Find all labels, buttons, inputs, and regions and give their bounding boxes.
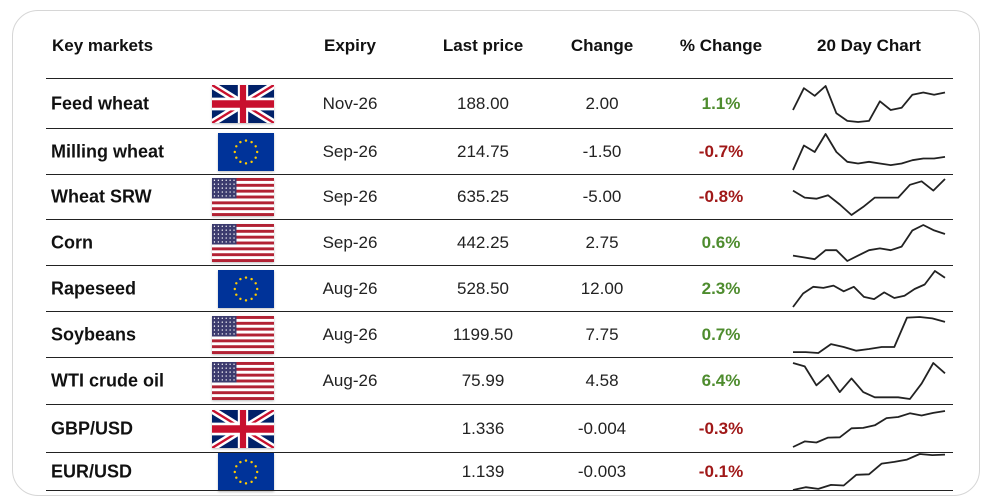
last-price-value: 1.336 bbox=[461, 418, 505, 438]
change-value: 2.00 bbox=[585, 93, 619, 113]
last-price-value: 1.139 bbox=[461, 461, 505, 481]
table-row: Wheat SRW Sep-26 635.25 -5.00 -0.8% bbox=[46, 175, 953, 219]
row-divider bbox=[46, 219, 953, 220]
market-name: Soybeans bbox=[51, 324, 137, 344]
last-price-value: 442.25 bbox=[457, 232, 509, 252]
sparkline-chart bbox=[792, 267, 946, 311]
pct-change-value: 1.1% bbox=[701, 93, 741, 113]
sparkline-chart bbox=[792, 359, 946, 403]
expiry-value: Aug-26 bbox=[322, 278, 378, 298]
sparkline-chart bbox=[792, 175, 946, 219]
market-name: Milling wheat bbox=[51, 141, 165, 161]
expiry-value: Aug-26 bbox=[322, 324, 378, 344]
row-divider bbox=[46, 174, 953, 175]
table-row: Soybeans Aug-26 1199.50 7.75 0.7% bbox=[46, 312, 953, 357]
pct-change-value: 0.6% bbox=[701, 232, 741, 252]
us-flag-icon bbox=[212, 315, 274, 354]
change-value: -1.50 bbox=[582, 141, 622, 161]
change-value: 4.58 bbox=[585, 371, 619, 390]
sparkline-series bbox=[792, 409, 946, 448]
table-row: Rapeseed Aug-26 528.50 12.00 2.3% bbox=[46, 266, 953, 311]
pct-change-value: -0.8% bbox=[698, 187, 744, 206]
table-row: Milling wheat Sep-26 214.75 -1.50 -0.7% bbox=[46, 129, 953, 174]
last-price-value: 214.75 bbox=[457, 141, 509, 161]
market-name: Feed wheat bbox=[51, 93, 150, 113]
header-change: Change bbox=[570, 36, 634, 55]
pct-change-value: 2.3% bbox=[701, 278, 741, 298]
header-last-price: Last price bbox=[442, 36, 524, 55]
sparkline-series bbox=[792, 223, 946, 262]
change-value: 2.75 bbox=[585, 232, 619, 252]
pct-change-value: 6.4% bbox=[701, 371, 741, 390]
sparkline-series bbox=[792, 362, 946, 400]
row-divider bbox=[46, 311, 953, 312]
sparkline-chart bbox=[792, 407, 946, 451]
change-value: 12.00 bbox=[580, 278, 624, 298]
change-value: -0.004 bbox=[577, 418, 627, 438]
pct-change-value: -0.7% bbox=[698, 141, 744, 161]
row-divider bbox=[46, 404, 953, 405]
sparkline-chart bbox=[793, 313, 946, 357]
table-row: Feed wheat Nov-26 188.00 2.00 1.1% bbox=[46, 79, 953, 128]
expiry-value: Sep-26 bbox=[322, 232, 378, 252]
sparkline-series bbox=[792, 452, 946, 491]
sparkline-chart bbox=[792, 221, 946, 265]
pct-change-value: -0.3% bbox=[698, 418, 744, 438]
change-value: -5.00 bbox=[582, 187, 622, 206]
sparkline-chart bbox=[792, 130, 946, 174]
row-divider bbox=[46, 490, 953, 491]
expiry-value: Sep-26 bbox=[322, 141, 378, 161]
eu-flag-icon bbox=[218, 269, 274, 308]
sparkline-series bbox=[792, 84, 946, 123]
table-row: GBP/USD 1.336 -0.004 -0.3% bbox=[46, 405, 953, 452]
last-price-value: 188.00 bbox=[457, 93, 509, 113]
row-divider bbox=[46, 452, 953, 453]
last-price-value: 75.99 bbox=[461, 371, 505, 390]
change-value: 7.75 bbox=[585, 324, 619, 344]
table-row: WTI crude oil Aug-26 75.99 4.58 6.4% bbox=[46, 358, 953, 404]
eu-flag-icon bbox=[218, 452, 274, 491]
row-divider bbox=[46, 265, 953, 266]
sparkline-series bbox=[793, 315, 946, 354]
table-row: Corn Sep-26 442.25 2.75 0.6% bbox=[46, 220, 953, 265]
uk-flag-icon bbox=[212, 409, 274, 448]
expiry-value: Nov-26 bbox=[322, 93, 378, 113]
uk-flag-icon bbox=[212, 84, 274, 123]
market-name: Wheat SRW bbox=[51, 186, 152, 207]
table-row: EUR/USD 1.139 -0.003 -0.1% bbox=[46, 452, 953, 491]
pct-change-value: -0.1% bbox=[698, 461, 744, 481]
sparkline-chart bbox=[792, 82, 946, 126]
market-name: GBP/USD bbox=[51, 418, 134, 438]
expiry-value: Aug-26 bbox=[322, 371, 378, 390]
header-divider bbox=[46, 78, 953, 79]
market-name: WTI crude oil bbox=[51, 370, 165, 391]
last-price-value: 635.25 bbox=[457, 187, 509, 206]
header-key-markets: Key markets bbox=[52, 36, 154, 55]
last-price-value: 528.50 bbox=[457, 278, 509, 298]
last-price-value: 1199.50 bbox=[452, 324, 514, 344]
sparkline-series bbox=[792, 132, 946, 170]
header-expiry: Expiry bbox=[324, 36, 376, 55]
us-flag-icon bbox=[212, 362, 274, 400]
sparkline-series bbox=[792, 178, 946, 216]
header-pct-change: % Change bbox=[679, 36, 763, 55]
us-flag-icon bbox=[212, 223, 274, 262]
row-divider bbox=[46, 128, 953, 129]
row-divider bbox=[46, 357, 953, 358]
market-name: Corn bbox=[51, 232, 93, 252]
us-flag-icon bbox=[212, 178, 274, 216]
pct-change-value: 0.7% bbox=[701, 324, 741, 344]
sparkline-series bbox=[792, 269, 946, 308]
change-value: -0.003 bbox=[577, 461, 627, 481]
sparkline-chart bbox=[792, 450, 946, 494]
market-name: Rapeseed bbox=[51, 278, 137, 298]
header-20-day-chart: 20 Day Chart bbox=[817, 36, 921, 55]
expiry-value: Sep-26 bbox=[322, 187, 378, 206]
market-name: EUR/USD bbox=[51, 461, 133, 481]
eu-flag-icon bbox=[218, 132, 274, 171]
